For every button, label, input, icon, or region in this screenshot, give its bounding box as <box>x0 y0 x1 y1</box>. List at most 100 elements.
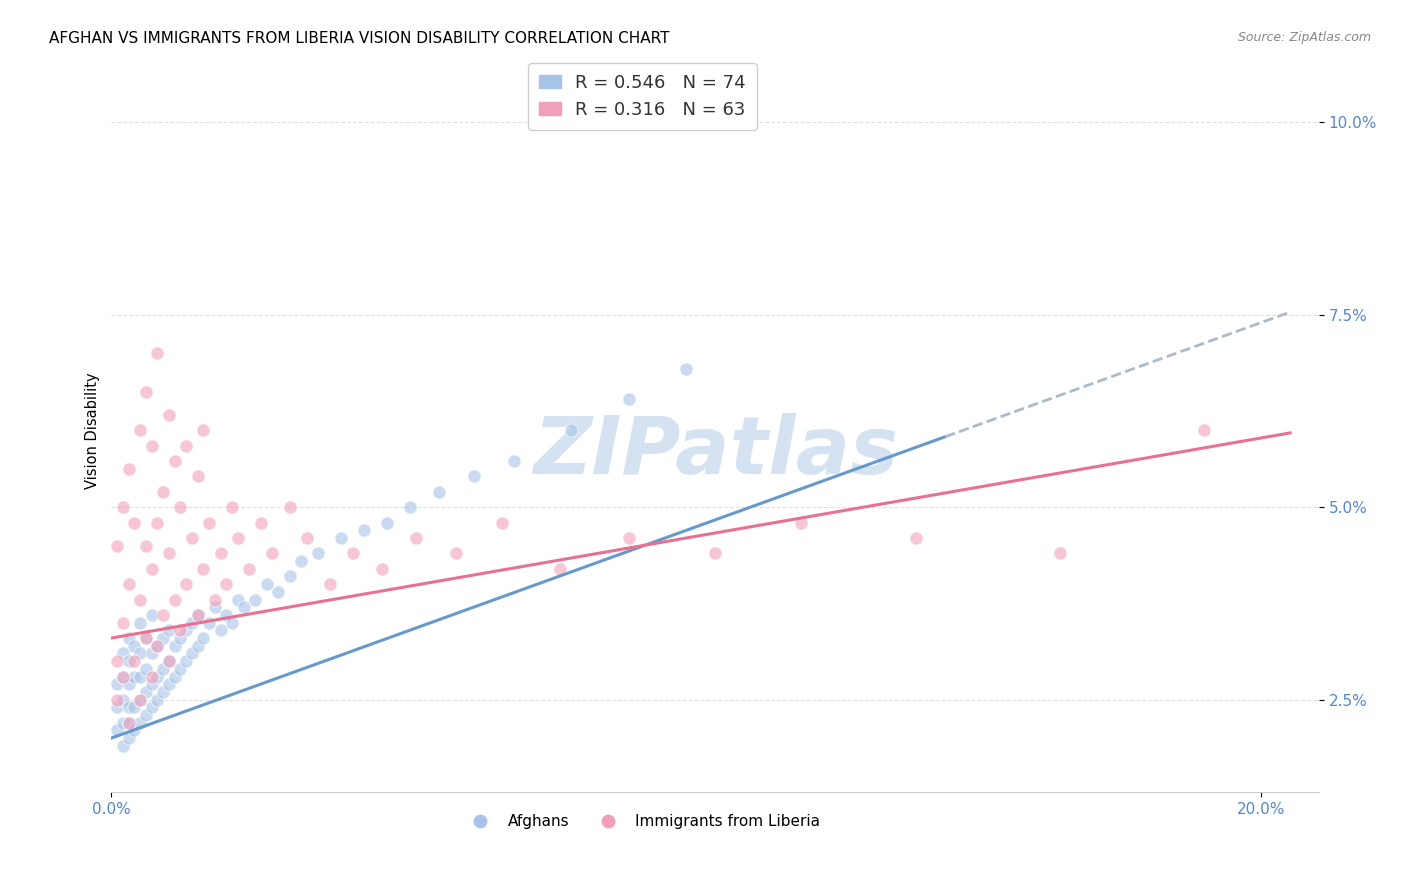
Point <box>502 454 524 468</box>
Point <box>399 500 422 515</box>
Point <box>617 531 640 545</box>
Point <box>174 439 197 453</box>
Point <box>124 723 146 738</box>
Point <box>209 546 232 560</box>
Point <box>152 607 174 622</box>
Point <box>105 677 128 691</box>
Point <box>141 700 163 714</box>
Point <box>124 669 146 683</box>
Point <box>174 654 197 668</box>
Point <box>491 516 513 530</box>
Point <box>169 500 191 515</box>
Point <box>157 677 180 691</box>
Point <box>118 700 141 714</box>
Point <box>232 600 254 615</box>
Point <box>124 654 146 668</box>
Point <box>342 546 364 560</box>
Point <box>118 577 141 591</box>
Point <box>180 531 202 545</box>
Point <box>129 692 152 706</box>
Point <box>146 346 169 360</box>
Point <box>790 516 813 530</box>
Point <box>152 662 174 676</box>
Point <box>124 639 146 653</box>
Point <box>307 546 329 560</box>
Point <box>221 615 243 630</box>
Point <box>129 615 152 630</box>
Point <box>180 647 202 661</box>
Point <box>617 392 640 407</box>
Point <box>146 639 169 653</box>
Point <box>111 500 134 515</box>
Point <box>118 715 141 730</box>
Point <box>111 739 134 753</box>
Point <box>163 454 186 468</box>
Point <box>135 685 157 699</box>
Point <box>169 662 191 676</box>
Point <box>152 631 174 645</box>
Point <box>129 692 152 706</box>
Point <box>169 631 191 645</box>
Point <box>174 624 197 638</box>
Point <box>250 516 273 530</box>
Point <box>129 423 152 437</box>
Point <box>135 539 157 553</box>
Point <box>204 600 226 615</box>
Text: Source: ZipAtlas.com: Source: ZipAtlas.com <box>1237 31 1371 45</box>
Point <box>187 607 209 622</box>
Point <box>330 531 353 545</box>
Point <box>704 546 727 560</box>
Point <box>129 592 152 607</box>
Point <box>129 647 152 661</box>
Point <box>118 654 141 668</box>
Legend: Afghans, Immigrants from Liberia: Afghans, Immigrants from Liberia <box>458 808 827 835</box>
Point <box>319 577 342 591</box>
Point <box>129 715 152 730</box>
Point <box>157 546 180 560</box>
Point <box>560 423 582 437</box>
Point <box>1192 423 1215 437</box>
Point <box>141 677 163 691</box>
Point <box>169 624 191 638</box>
Point <box>157 624 180 638</box>
Point <box>226 592 249 607</box>
Point <box>267 585 290 599</box>
Point <box>135 662 157 676</box>
Point <box>141 439 163 453</box>
Point <box>377 516 399 530</box>
Point <box>262 546 284 560</box>
Point <box>105 723 128 738</box>
Point <box>111 692 134 706</box>
Point <box>111 615 134 630</box>
Point <box>193 562 215 576</box>
Point <box>370 562 392 576</box>
Point <box>129 669 152 683</box>
Point <box>548 562 571 576</box>
Point <box>141 669 163 683</box>
Point <box>105 539 128 553</box>
Point <box>295 531 318 545</box>
Point <box>204 592 226 607</box>
Point <box>163 669 186 683</box>
Point <box>118 677 141 691</box>
Point <box>174 577 197 591</box>
Point <box>105 700 128 714</box>
Point <box>193 631 215 645</box>
Point <box>193 423 215 437</box>
Point <box>463 469 485 483</box>
Point <box>256 577 278 591</box>
Point <box>152 685 174 699</box>
Point <box>290 554 312 568</box>
Point <box>278 569 301 583</box>
Point <box>238 562 260 576</box>
Point <box>187 469 209 483</box>
Point <box>215 577 238 591</box>
Text: AFGHAN VS IMMIGRANTS FROM LIBERIA VISION DISABILITY CORRELATION CHART: AFGHAN VS IMMIGRANTS FROM LIBERIA VISION… <box>49 31 669 46</box>
Point <box>118 715 141 730</box>
Point <box>405 531 427 545</box>
Point <box>135 708 157 723</box>
Point <box>141 562 163 576</box>
Point <box>157 408 180 422</box>
Point <box>118 631 141 645</box>
Point <box>353 523 375 537</box>
